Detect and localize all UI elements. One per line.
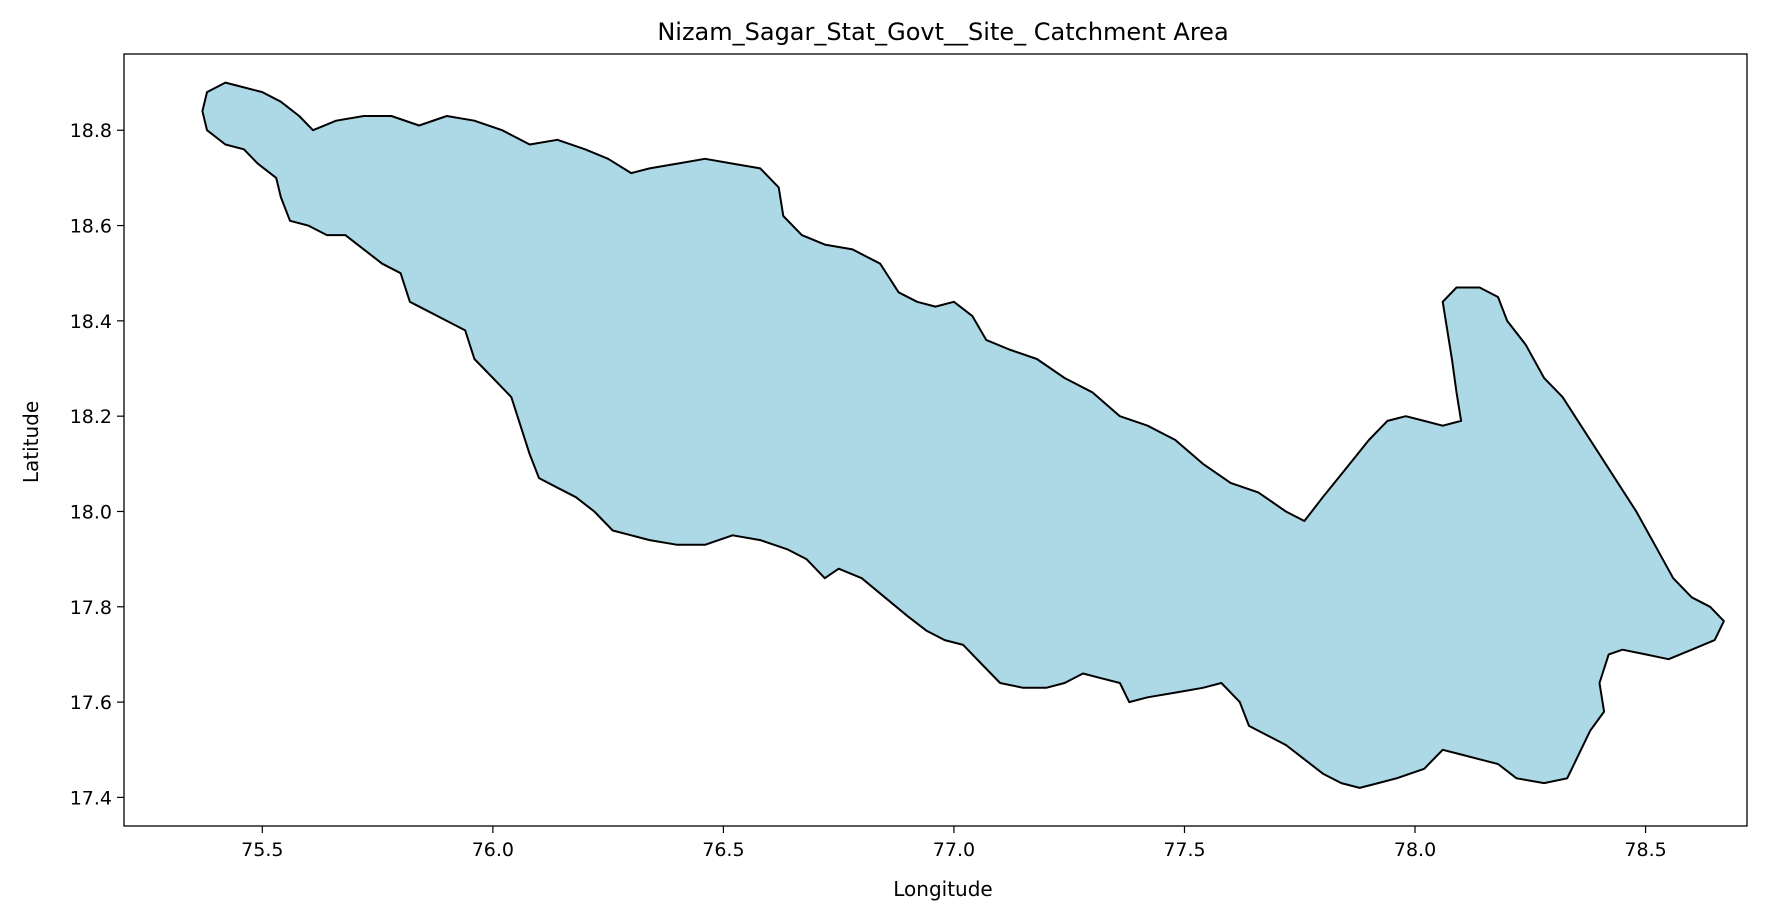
y-axis-label: Latitude xyxy=(19,401,43,483)
catchment-polygon xyxy=(201,81,1725,789)
plot-frame xyxy=(123,53,1748,827)
chart-title: Nizam_Sagar_Stat_Govt__Site_ Catchment A… xyxy=(657,18,1228,46)
y-tick-label: 17.4 xyxy=(70,787,112,809)
x-tick-label: 76.0 xyxy=(472,839,514,861)
x-tick-label: 78.5 xyxy=(1624,839,1666,861)
x-axis-label: Longitude xyxy=(893,877,992,901)
x-tick-label: 78.0 xyxy=(1394,839,1436,861)
y-tick-label: 17.6 xyxy=(70,692,112,714)
y-tick-label: 18.6 xyxy=(70,216,112,238)
y-axis-ticks: 17.4 17.6 17.8 18.0 18.2 18.4 18.6 18.8 xyxy=(70,120,124,809)
x-tick-label: 77.5 xyxy=(1163,839,1205,861)
x-axis-ticks: 75.5 76.0 76.5 77.0 77.5 78.0 78.5 xyxy=(241,826,1667,861)
y-tick-label: 18.2 xyxy=(70,406,112,428)
x-tick-label: 76.5 xyxy=(702,839,744,861)
y-tick-label: 18.4 xyxy=(70,311,112,333)
y-tick-label: 18.8 xyxy=(70,120,112,142)
x-tick-label: 77.0 xyxy=(933,839,975,861)
plot-area xyxy=(123,53,1748,827)
x-tick-label: 75.5 xyxy=(241,839,283,861)
y-tick-label: 18.0 xyxy=(70,501,112,523)
y-tick-label: 17.8 xyxy=(70,597,112,619)
